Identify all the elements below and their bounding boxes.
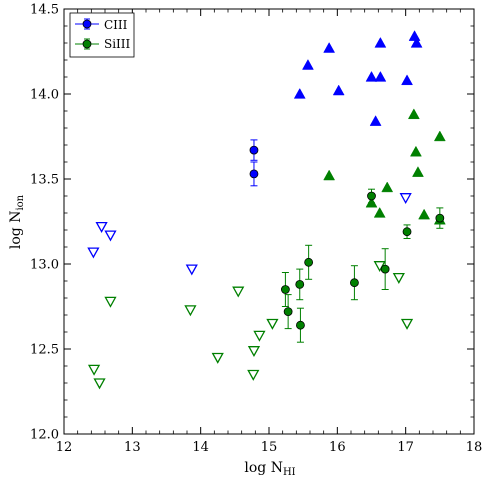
ciii-upper-limit-point — [104, 230, 117, 242]
x-tick-label: 16 — [329, 440, 346, 455]
ciii-lower-limit-point — [332, 84, 345, 96]
ciii-upper-limit-point — [95, 221, 108, 233]
y-tick-label: 14.0 — [30, 88, 59, 103]
siiii-detection-point — [435, 213, 445, 223]
ciii-lower-limit-point — [410, 36, 423, 48]
ciii-detection-point — [249, 169, 259, 179]
siiii-detection-point — [380, 264, 390, 274]
ciii-upper-limit-point — [185, 264, 198, 276]
siiii-upper-limit-point — [87, 364, 101, 376]
y-axis-label: log Nion — [8, 194, 26, 249]
siiii-upper-limit-point — [392, 272, 405, 284]
siiii-lower-limit-point — [412, 166, 424, 177]
siiii-detection-point — [304, 257, 314, 267]
y-tick-label: 12.5 — [30, 343, 59, 358]
ciii-lower-limit-point — [401, 74, 413, 86]
siiii-upper-limit-point — [247, 346, 261, 358]
siiii-lower-limit-point — [373, 206, 386, 218]
siiii-upper-limit-point — [266, 318, 279, 330]
siiii-lower-limit-point — [433, 130, 446, 142]
x-axis-label: log NHI — [244, 460, 295, 478]
ciii-lower-limit-point — [374, 70, 387, 82]
y-tick-label: 13.0 — [30, 258, 59, 273]
ciii-upper-limit-point — [87, 247, 100, 259]
ciii-lower-limit-point — [365, 70, 378, 82]
ciii-lower-limit-point — [408, 30, 421, 41]
siiii-upper-limit-point — [232, 286, 245, 298]
siiii-detection-point — [350, 278, 359, 288]
ciii-lower-limit-point — [374, 36, 387, 48]
ciii-upper-limit-point — [399, 193, 412, 205]
siiii-detection-point — [280, 285, 290, 294]
ciii-lower-limit-point — [323, 42, 336, 53]
x-tick-label: 12 — [56, 440, 73, 455]
legend-siiii-label: SiIII — [104, 37, 131, 51]
siiii-detection-point — [295, 279, 305, 289]
ciii-lower-limit-point — [293, 87, 306, 99]
siiii-upper-limit-point — [184, 305, 197, 317]
plot-frame — [63, 8, 475, 435]
legend-ciii-label: CIII — [104, 18, 128, 32]
legend-point — [82, 39, 92, 49]
x-tick-label: 14 — [192, 440, 209, 455]
legend: CIII SiIII — [69, 12, 135, 58]
tick-layer: 12 13 14 15 16 17 18 12.0 12.5 13.0 13.5 14.0 14.5 — [30, 3, 482, 456]
siiii-lower-limit-point — [407, 108, 420, 120]
siiii-detection-point — [367, 191, 376, 201]
legend-point — [82, 19, 92, 29]
siiii-upper-limit-point — [247, 369, 260, 381]
siiii-detection-point — [296, 320, 305, 330]
ciii-lower-limit-point — [369, 115, 382, 126]
siiii-lower-limit-point — [323, 169, 336, 181]
x-tick-label: 13 — [124, 440, 141, 455]
ciii-lower-limit-point — [302, 59, 314, 70]
x-tick-label: 17 — [397, 440, 414, 455]
x-tick-label: 18 — [466, 440, 483, 455]
y-tick-label: 14.5 — [30, 3, 59, 18]
legend-box — [69, 12, 135, 58]
siiii-lower-limit-point — [418, 208, 431, 220]
ciii-detection-point — [249, 145, 259, 155]
x-tick-label: 15 — [261, 440, 278, 455]
siiii-upper-limit-point — [93, 378, 106, 390]
siiii-detection-point — [402, 227, 412, 237]
siiii-detection-point — [283, 307, 293, 317]
points-layer — [87, 30, 446, 390]
siiii-upper-limit-point — [211, 352, 224, 364]
legend-ciii-marker — [75, 18, 99, 30]
y-tick-label: 12.0 — [30, 428, 59, 443]
legend-siiii-marker — [75, 38, 99, 50]
y-tick-label: 13.5 — [30, 173, 59, 188]
siiii-upper-limit-point — [400, 318, 414, 330]
siiii-lower-limit-point — [381, 181, 394, 193]
siiii-upper-limit-point — [253, 330, 266, 342]
siiii-upper-limit-point — [104, 296, 117, 308]
siiii-lower-limit-point — [409, 145, 422, 157]
